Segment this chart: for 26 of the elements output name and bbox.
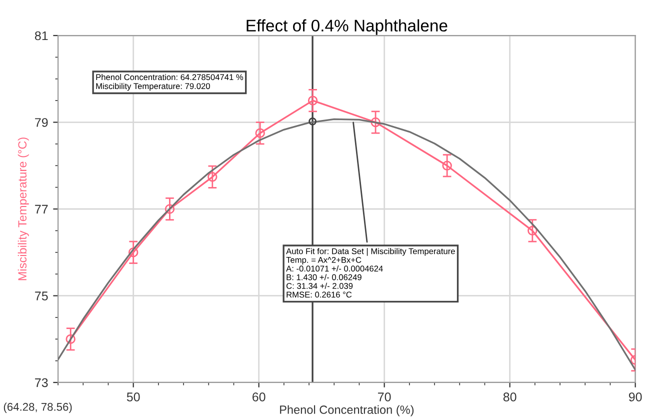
point bbox=[66, 334, 76, 344]
point bbox=[128, 248, 138, 258]
y-axis-title: Miscibility Temperature (°C) bbox=[18, 138, 29, 280]
x-tick-label: 50 bbox=[126, 392, 140, 402]
annotation: Auto Fit for: Data Set | Miscibility Temperature Temp. = Ax^2+Bx+C A: -0.01071 +/- 0.0004624 B: 1.430 +/- 0.06249 C: 31.34 +/- 2.039 RMSE: 0.2616 °C bbox=[286, 248, 455, 298]
point bbox=[255, 128, 265, 138]
y-tick-label: 81 bbox=[34, 31, 48, 40]
chart-title: Effect of 0.4% Naphthalene bbox=[246, 19, 448, 35]
x-tick-label: 90 bbox=[628, 392, 642, 402]
y-tick-label: 75 bbox=[35, 292, 48, 300]
point bbox=[164, 204, 175, 214]
x-tick-label: 80 bbox=[503, 392, 516, 402]
x-axis-title: Phenol Concentration (%) bbox=[280, 405, 414, 416]
x-tick-label: 70 bbox=[378, 392, 391, 402]
y-tick-label: 73 bbox=[35, 378, 48, 388]
point bbox=[308, 117, 317, 126]
text: (64.28, 78.56) bbox=[4, 402, 72, 413]
y-tick-label: 79 bbox=[35, 118, 48, 127]
point bbox=[208, 172, 218, 182]
point bbox=[308, 96, 318, 106]
point bbox=[528, 226, 538, 236]
y-tick-label: 77 bbox=[35, 204, 48, 214]
point bbox=[442, 160, 452, 170]
annotation: Phenol Concentration: 64.278504741 % Miscibility Temperature: 79.020 bbox=[96, 74, 244, 91]
point bbox=[370, 117, 380, 128]
x-tick-label: 60 bbox=[252, 392, 266, 402]
